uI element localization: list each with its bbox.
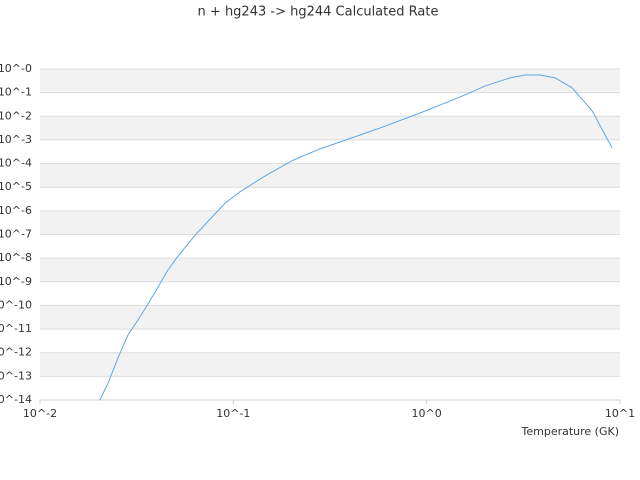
y-tick-label: 10^-4 xyxy=(0,157,32,170)
x-tick-label: 10^1 xyxy=(605,407,635,420)
grid-band xyxy=(40,69,620,93)
y-tick-label: 10^-7 xyxy=(0,228,32,241)
y-tick-label: 10^-14 xyxy=(0,393,32,406)
y-tick-label: 10^-6 xyxy=(0,204,32,217)
grid-band xyxy=(40,258,620,282)
x-tick-label: 10^-2 xyxy=(23,407,57,420)
x-tick-label: 10^0 xyxy=(412,407,442,420)
y-tick-label: 10^-13 xyxy=(0,369,32,382)
grid-band xyxy=(40,116,620,140)
y-tick-label: 10^-0 xyxy=(0,62,32,75)
y-tick-label: 10^-8 xyxy=(0,251,32,264)
y-tick-label: 10^-1 xyxy=(0,86,32,99)
y-tick-label: 10^-11 xyxy=(0,322,32,335)
grid-band xyxy=(40,305,620,330)
chart-title: n + hg243 -> hg244 Calculated Rate xyxy=(198,5,439,20)
x-axis-label: Temperature (GK) xyxy=(521,425,620,438)
y-tick-label: 10^-3 xyxy=(0,133,32,146)
data-line xyxy=(99,74,613,401)
y-tick-label: 10^-10 xyxy=(0,298,32,311)
y-tick-label: 10^-5 xyxy=(0,180,32,193)
grid-band xyxy=(40,163,620,188)
x-tick-label: 10^-1 xyxy=(216,407,250,420)
plot-background xyxy=(40,69,620,377)
y-tick-label: 10^-9 xyxy=(0,275,32,288)
y-tick-label: 10^-12 xyxy=(0,346,32,359)
grid-band xyxy=(40,210,620,235)
y-tick-label: 10^-2 xyxy=(0,109,32,122)
grid-band xyxy=(40,352,620,377)
